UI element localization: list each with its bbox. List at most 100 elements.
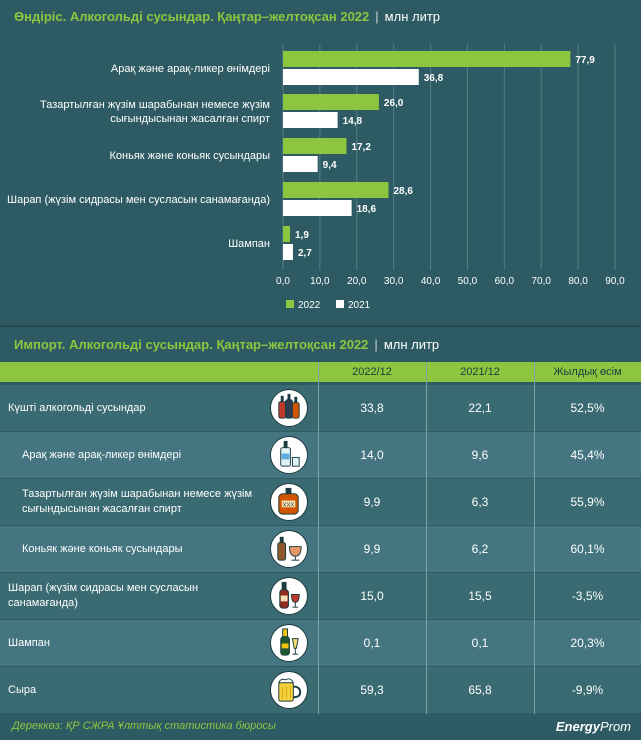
cell-growth: 55,9% xyxy=(570,495,605,509)
cell-v2021: 65,8 xyxy=(468,683,492,697)
cell-growth: 20,3% xyxy=(570,636,605,650)
x-tick-label: 50,0 xyxy=(458,276,478,287)
bar-2022 xyxy=(283,226,291,242)
data-label: 2,7 xyxy=(298,248,312,259)
data-label: 18,6 xyxy=(357,204,377,215)
bar-2021 xyxy=(283,244,293,260)
table-row: Шарап (жүзім сидрасы мен сусласын санама… xyxy=(0,573,641,619)
cell-growth: 52,5% xyxy=(570,401,605,415)
production-title: Өндіріс. Алкогольді сусындар. Қаңтар–жел… xyxy=(14,8,370,24)
cell-v2021: 6,3 xyxy=(471,495,489,509)
x-tick-label: 10,0 xyxy=(310,276,330,287)
table-row: Шампан 0,1 0,1 20,3% xyxy=(0,620,641,666)
header-2021: 2021/12 xyxy=(460,366,500,378)
production-title-bar: Өндіріс. Алкогольді сусындар. Қаңтар–жел… xyxy=(0,0,641,32)
title-separator: | xyxy=(374,336,378,352)
table-row: Күшті алкогольді сусындар 33,8 22,1 52,5% xyxy=(0,385,641,431)
category-label: Шампан xyxy=(228,238,270,250)
table-row: Тазартылған жүзім шарабынан немесе жүзім… xyxy=(0,479,641,525)
bar-2022 xyxy=(283,182,389,198)
cell-v2021: 9,6 xyxy=(471,448,489,462)
production-bar-chart: 0,0 10,0 20,0 30,0 40,0 50,0 60,0 70,0 80,0 90,0 А… xyxy=(7,44,625,311)
cell-v2022: 59,3 xyxy=(360,683,384,697)
data-label: 1,9 xyxy=(295,230,309,241)
x-tick-label: 30,0 xyxy=(384,276,404,287)
cell-v2022: 9,9 xyxy=(363,542,381,556)
table-row: Сыра 59,3 65,8 -9,9% xyxy=(0,667,641,713)
x-tick-label: 20,0 xyxy=(347,276,367,287)
cell-v2022: 9,9 xyxy=(363,495,381,509)
brand-rest: Prom xyxy=(599,719,631,734)
row-name: Коньяк және коньяк сусындары xyxy=(22,542,183,555)
data-label: 26,0 xyxy=(384,98,404,109)
bar-2022 xyxy=(283,51,571,67)
row-name: Шампан xyxy=(8,636,50,649)
category-label: Шарап (жүзім сидрасы мен сусласын санама… xyxy=(7,194,270,206)
cell-growth: 45,4% xyxy=(570,448,605,462)
bar-2022 xyxy=(283,94,379,110)
cell-growth: -3,5% xyxy=(571,589,604,603)
bottles-icon xyxy=(270,389,308,427)
cell-v2021: 22,1 xyxy=(468,401,492,415)
header-growth: Жылдық өсім xyxy=(553,366,622,378)
svg-text:XXX: XXX xyxy=(283,502,295,508)
x-tick-label: 60,0 xyxy=(495,276,515,287)
row-name: Күшті алкогольді сусындар xyxy=(8,401,146,414)
legend-swatch-2021 xyxy=(336,300,344,308)
x-tick-label: 40,0 xyxy=(421,276,441,287)
import-title: Импорт. Алкогольді сусындар. Қаңтар–желт… xyxy=(14,336,369,352)
legend-label: 2022 xyxy=(298,300,321,311)
data-label: 14,8 xyxy=(343,116,363,127)
category-label: Арақ және арақ-ликер өнімдері xyxy=(111,63,270,75)
import-table-header: 2022/12 2021/12 Жылдық өсім xyxy=(0,362,641,382)
data-label: 36,8 xyxy=(424,73,444,84)
data-label: 28,6 xyxy=(394,186,414,197)
cell-v2022: 0,1 xyxy=(363,636,381,650)
header-2022: 2022/12 xyxy=(352,366,392,378)
x-tick-label: 0,0 xyxy=(276,276,290,287)
bar-2021 xyxy=(283,200,352,216)
legend-swatch-2022 xyxy=(286,300,294,308)
cognac-glass-icon xyxy=(270,530,308,568)
cell-v2021: 6,2 xyxy=(471,542,489,556)
vodka-bottle-icon xyxy=(270,436,308,474)
data-label: 77,9 xyxy=(575,55,595,66)
cell-v2021: 0,1 xyxy=(471,636,489,650)
import-unit: млн литр xyxy=(383,336,440,352)
footer: Дереккөз: ҚР СЖРА Ұлттық статистика бюро… xyxy=(0,716,641,740)
cell-v2022: 33,8 xyxy=(360,401,384,415)
wine-bottle-icon xyxy=(270,577,308,615)
brand-logo: EnergyProm xyxy=(556,719,631,734)
bar-2022 xyxy=(283,138,347,154)
row-name: Сыра xyxy=(8,683,37,696)
cell-v2022: 15,0 xyxy=(360,589,384,603)
title-separator: | xyxy=(375,8,379,24)
cell-v2021: 15,5 xyxy=(468,589,492,603)
x-tick-label: 80,0 xyxy=(568,276,588,287)
row-name: Арақ және арақ-ликер өнімдері xyxy=(22,448,182,461)
category-label: Коньяк және коньяк сусындары xyxy=(110,150,271,162)
data-label: 17,2 xyxy=(351,142,371,153)
bar-2021 xyxy=(283,156,318,172)
table-row: Арақ және арақ-ликер өнімдері 14,0 9,6 45,4… xyxy=(0,432,641,478)
category-label: Тазартылған жүзім шарабынан немесе жүзім xyxy=(40,99,270,111)
bar-2021 xyxy=(283,69,419,85)
cell-v2022: 14,0 xyxy=(360,448,384,462)
champagne-icon xyxy=(270,624,308,662)
table-row: Коньяк және коньяк сусындары 9,9 6,2 60,1% xyxy=(0,526,641,572)
category-label: сығындысынан жасалған спирт xyxy=(110,113,270,125)
section-divider xyxy=(0,325,641,327)
legend-label: 2021 xyxy=(348,300,371,311)
import-title-bar: Импорт. Алкогольді сусындар. Қаңтар–желт… xyxy=(0,328,641,360)
column-separator xyxy=(534,362,535,714)
x-tick-label: 90,0 xyxy=(605,276,625,287)
column-separator xyxy=(318,362,319,714)
bar-2021 xyxy=(283,112,338,128)
cell-growth: -9,9% xyxy=(571,683,604,697)
x-tick-label: 70,0 xyxy=(531,276,551,287)
spirit-bottle-icon: XXX xyxy=(270,483,308,521)
column-separator xyxy=(426,362,427,714)
beer-mug-icon xyxy=(270,671,308,709)
row-name: Тазартылған жүзім шарабынан немесе жүзім… xyxy=(22,488,253,515)
cell-growth: 60,1% xyxy=(570,542,605,556)
